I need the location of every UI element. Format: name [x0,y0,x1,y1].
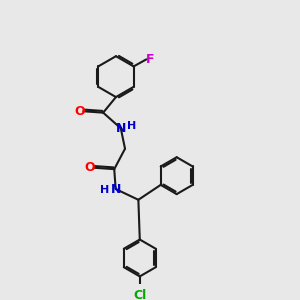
Text: H: H [100,185,110,195]
Text: O: O [74,105,85,118]
Text: N: N [111,182,122,196]
Text: H: H [127,121,136,131]
Text: Cl: Cl [133,289,146,300]
Text: O: O [85,161,95,174]
Text: N: N [116,122,126,135]
Text: F: F [146,53,154,66]
